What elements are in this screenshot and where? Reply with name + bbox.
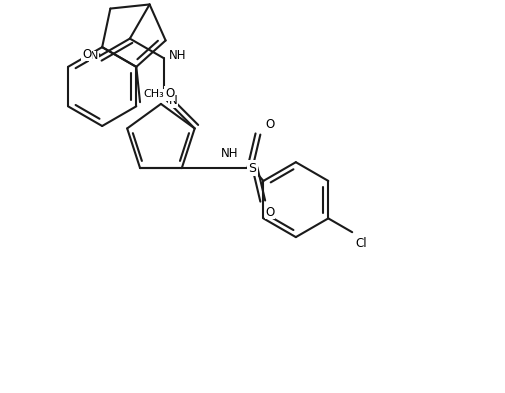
Text: N: N (90, 51, 98, 61)
Text: O: O (265, 206, 274, 219)
Text: N: N (169, 94, 177, 107)
Text: NH: NH (169, 49, 186, 62)
Text: S: S (248, 162, 256, 174)
Text: NH: NH (221, 147, 238, 160)
Text: O: O (265, 118, 274, 130)
Text: O: O (165, 87, 174, 100)
Text: O: O (82, 48, 91, 61)
Text: Cl: Cl (355, 237, 366, 250)
Text: CH₃: CH₃ (143, 89, 164, 99)
